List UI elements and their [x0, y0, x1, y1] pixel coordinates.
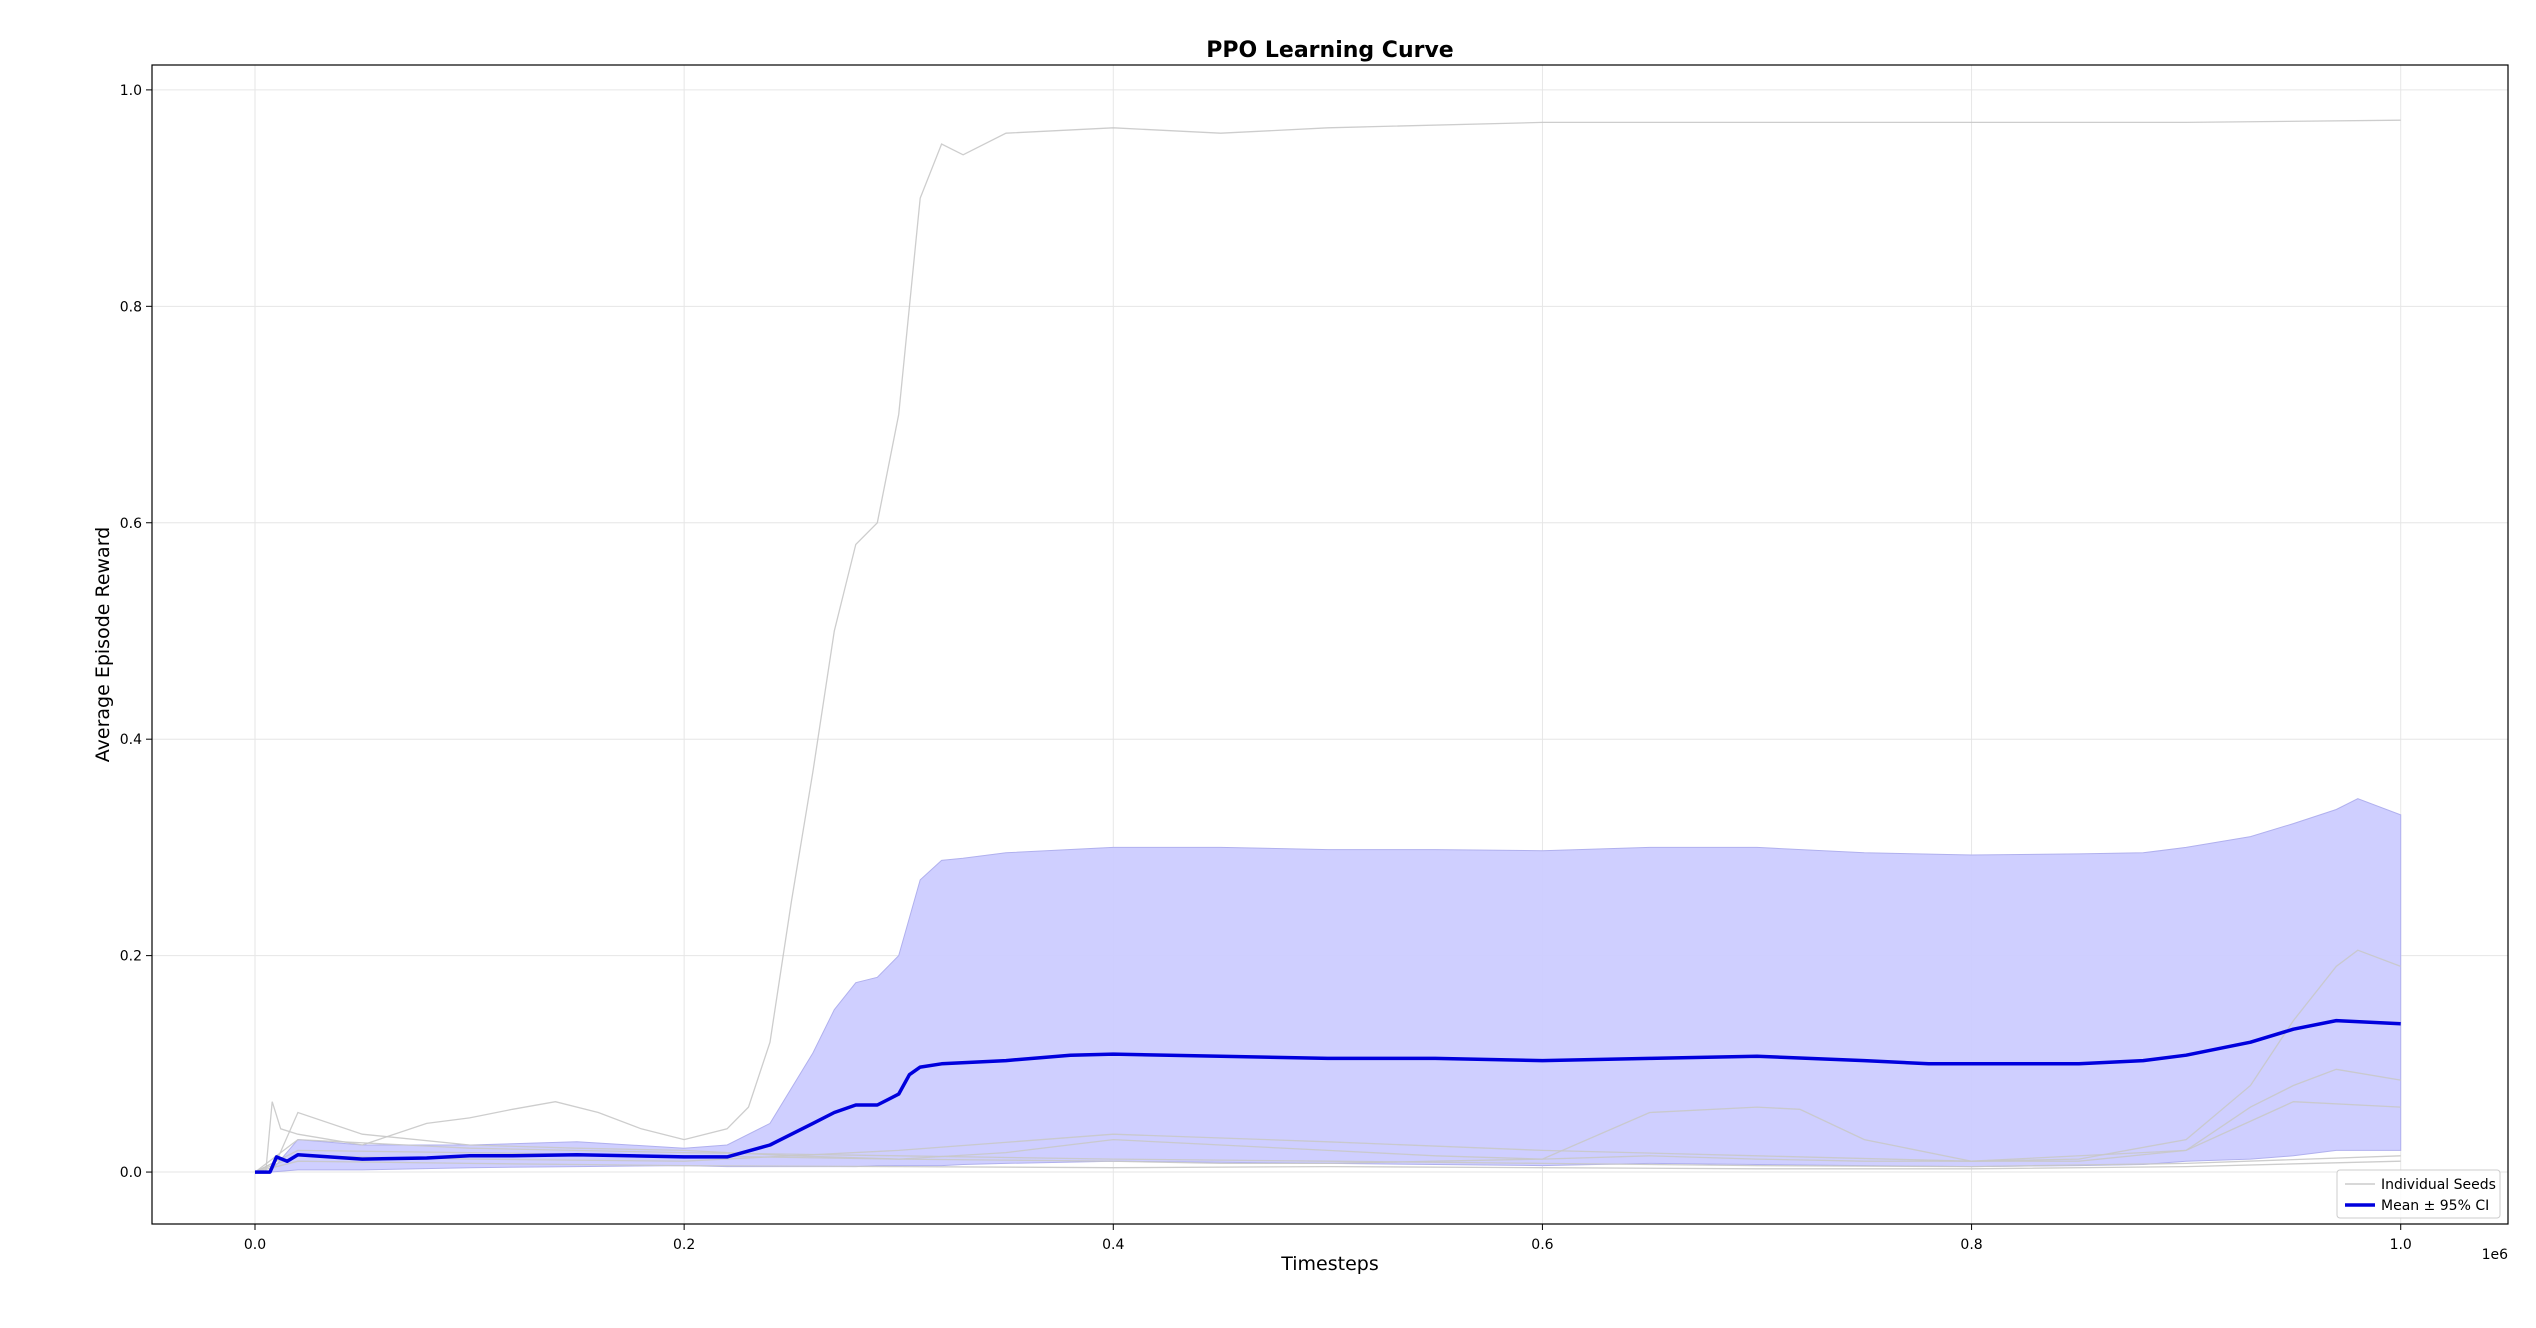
y-tick-label: 1.0 — [120, 83, 142, 99]
x-tick-label: 0.8 — [1960, 1237, 1982, 1253]
x-axis-label: Timesteps — [1280, 1253, 1379, 1275]
seed-line-3 — [254, 1068, 2401, 1173]
x-tick-label: 0.2 — [673, 1237, 695, 1253]
seed-layer — [254, 119, 2401, 1173]
x-tick-label: 1.0 — [2390, 1237, 2412, 1253]
y-tick-label: 0.2 — [120, 949, 142, 965]
legend: Individual Seeds Mean ± 95% CI — [2336, 1169, 2501, 1219]
y-tick-label: 0.4 — [120, 732, 142, 748]
seed-line-6 — [254, 1160, 2401, 1173]
mean-layer — [255, 1018, 2401, 1174]
legend-seed-label: Individual Seeds — [2381, 1177, 2496, 1193]
y-tick-label: 0.6 — [120, 516, 142, 532]
tick-layer: 0.0 0.2 0.4 0.6 0.8 1.0 0.0 0.2 0.4 0.6 0.8 1.0 — [120, 83, 2412, 1253]
ci-layer — [255, 798, 2402, 1173]
seed-line-2 — [254, 949, 2401, 1173]
x-tick-label: 0.4 — [1102, 1237, 1124, 1253]
ci-band — [255, 798, 2402, 1173]
legend-mean-label: Mean ± 95% CI — [2381, 1198, 2489, 1214]
x-tick-label: 0.0 — [244, 1237, 266, 1253]
seed-line-4 — [254, 1101, 2401, 1173]
y-tick-label: 0.0 — [120, 1165, 142, 1181]
legend-box — [2336, 1169, 2501, 1219]
x-tick-label: 0.6 — [1531, 1237, 1553, 1253]
chart-title: PPO Learning Curve — [1206, 38, 1453, 63]
seed-line-5 — [254, 1138, 2401, 1173]
plot-frame — [151, 64, 2509, 1225]
seed-line-1 — [255, 119, 2401, 1173]
grid-layer — [152, 65, 2508, 1224]
y-tick-label: 0.8 — [120, 299, 142, 315]
x-scale-label: 1e6 — [2482, 1247, 2509, 1263]
y-axis-label: Average Episode Reward — [92, 527, 114, 762]
mean-line — [255, 1018, 2401, 1174]
